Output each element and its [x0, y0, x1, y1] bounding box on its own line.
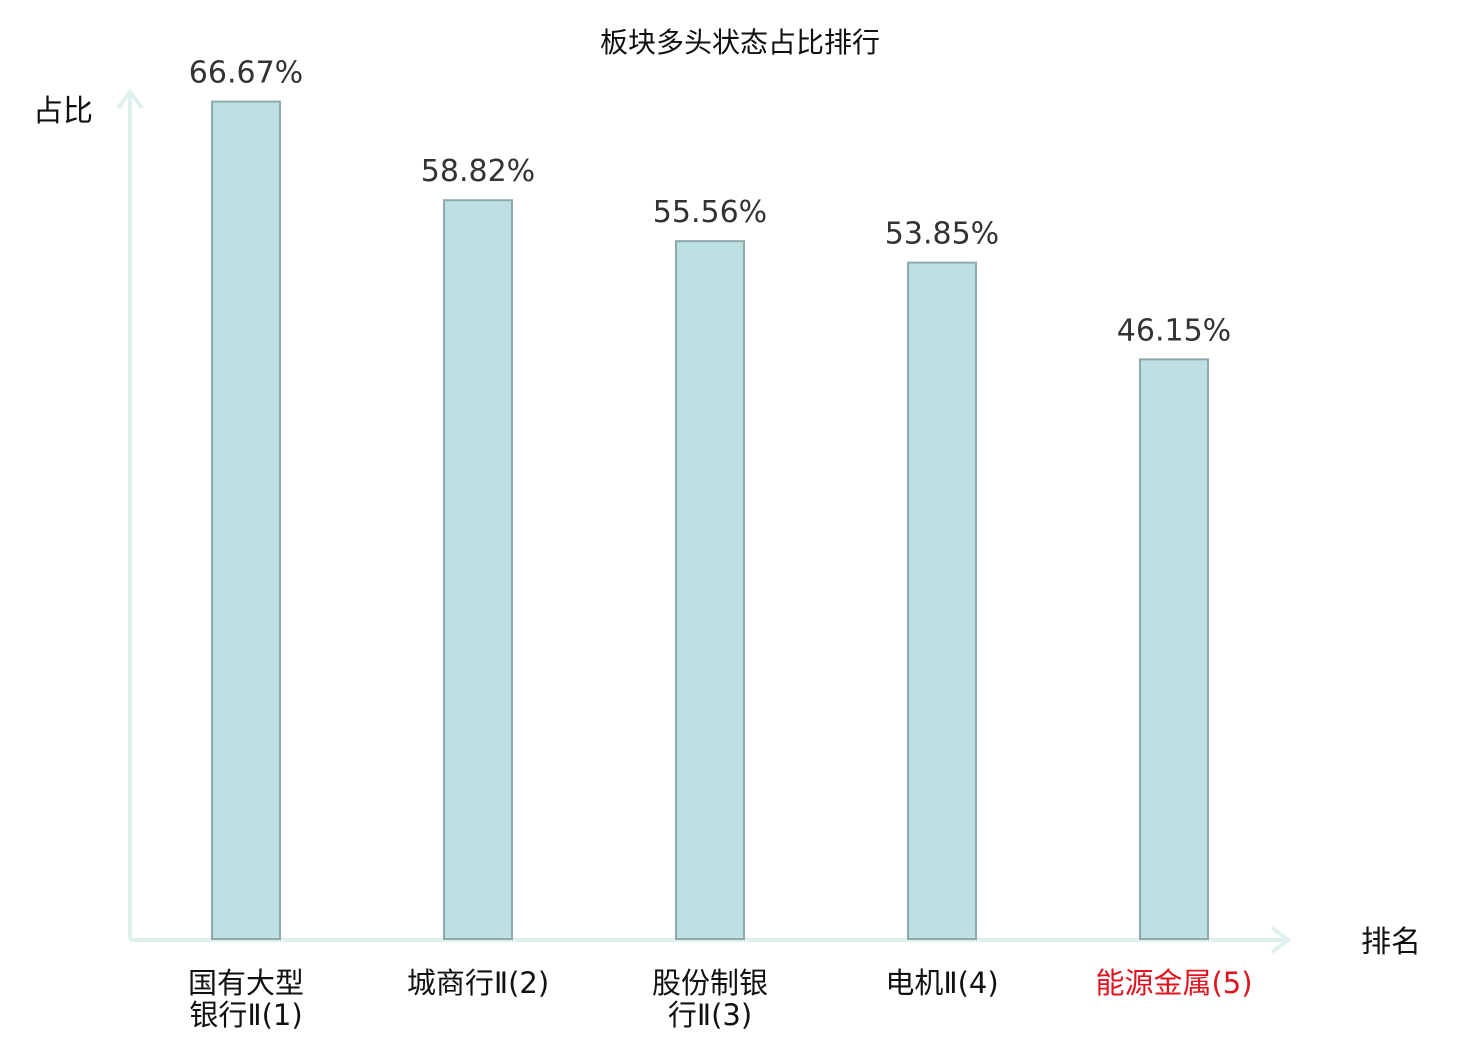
category-label-1-line-1: 国有大型 — [188, 966, 304, 1000]
category-label-5-line-1: 能源金属(5) — [1095, 966, 1252, 1000]
bar-2 — [443, 199, 513, 940]
chart-title: 板块多头状态占比排行 — [600, 26, 880, 59]
bars-group — [211, 100, 1209, 941]
value-label-4: 53.85% — [885, 217, 999, 252]
x-axis-label: 排名 — [1361, 925, 1421, 960]
category-label-5: 能源金属(5) — [1095, 966, 1252, 1000]
category-label-3: 股份制银行Ⅱ(3) — [652, 966, 768, 1032]
category-label-1-line-2: 银行Ⅱ(1) — [189, 998, 302, 1032]
bar-5 — [1139, 358, 1209, 940]
value-label-3: 55.56% — [653, 195, 767, 230]
value-label-1: 66.67% — [189, 56, 303, 91]
bar-1 — [211, 100, 281, 940]
category-label-3-line-1: 股份制银 — [652, 966, 768, 1000]
bar-4 — [907, 261, 977, 941]
category-label-1: 国有大型银行Ⅱ(1) — [188, 966, 304, 1032]
value-labels-group: 66.67% 58.82% 55.56% 53.85% 46.15% — [189, 56, 1231, 349]
y-axis — [116, 88, 144, 940]
value-label-2: 58.82% — [421, 154, 535, 189]
value-label-5: 46.15% — [1117, 313, 1231, 348]
category-label-4: 电机Ⅱ(4) — [885, 966, 998, 1000]
category-label-2-line-1: 城商行Ⅱ(2) — [407, 966, 549, 1000]
category-label-2: 城商行Ⅱ(2) — [407, 966, 549, 1000]
category-label-3-line-2: 行Ⅱ(3) — [668, 998, 752, 1032]
category-label-4-line-1: 电机Ⅱ(4) — [885, 966, 998, 1000]
y-axis-label: 占比 — [33, 94, 93, 129]
bar-3 — [675, 240, 745, 941]
category-labels-group: 国有大型银行Ⅱ(1) 城商行Ⅱ(2) 股份制银行Ⅱ(3) 电机Ⅱ(4) 能源金属(5) — [188, 966, 1253, 1032]
